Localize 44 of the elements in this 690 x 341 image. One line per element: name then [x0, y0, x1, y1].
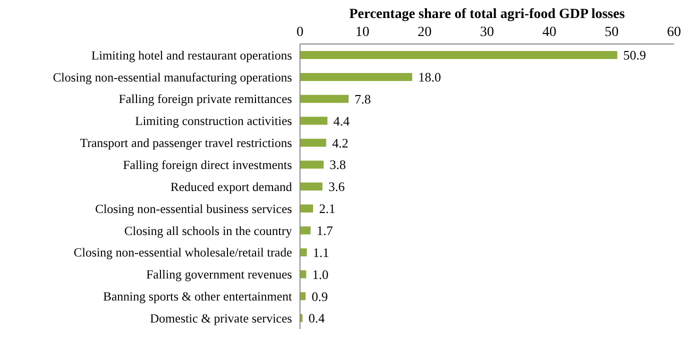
data-label: 3.8 [330, 157, 346, 172]
bar [300, 160, 324, 169]
y-tick-label: Reduced export demand [170, 180, 293, 194]
bar [300, 116, 328, 125]
y-tick-label: Closing non-essential business services [95, 202, 292, 216]
data-label: 0.4 [308, 310, 326, 326]
data-label: 1.7 [316, 223, 334, 238]
data-label: 4.2 [332, 135, 348, 150]
x-tick-label: 40 [542, 25, 556, 40]
y-tick-label: Falling government revenues [146, 268, 292, 282]
data-label: 7.8 [354, 91, 371, 106]
data-label: 0.9 [312, 288, 328, 304]
x-tick-label: 10 [355, 25, 370, 40]
bar [300, 226, 311, 234]
x-axis-title: Percentage share of total agri-food GDP losses [349, 6, 626, 22]
data-label: 3.6 [328, 179, 346, 194]
y-tick-label: Banning sports & other entertainment [103, 290, 293, 304]
y-tick-label: Limiting hotel and restaurant operations [91, 48, 292, 62]
y-tick-label: Limiting construction activities [135, 114, 292, 128]
y-tick-label: Closing non-essential wholesale/retail trade [74, 246, 292, 260]
data-label: 2.1 [319, 201, 336, 216]
y-tick-label: Transport and passenger travel restrictions [80, 136, 292, 150]
bar [300, 94, 349, 103]
data-label: 18.0 [418, 70, 441, 85]
y-tick-label: Domestic & private services [150, 311, 292, 326]
x-tick-label: 20 [418, 25, 432, 40]
y-tick-label: Closing non-essential manufacturing operations [52, 70, 292, 84]
bar [300, 248, 307, 256]
x-tick-label: 30 [480, 25, 494, 40]
bar [300, 51, 618, 60]
bar [300, 204, 314, 212]
x-tick-label: 50 [604, 25, 619, 40]
bar [300, 72, 412, 81]
bar [300, 138, 326, 147]
data-label: 1.0 [312, 266, 328, 282]
bar [300, 182, 322, 191]
data-label: 1.1 [312, 244, 330, 260]
y-tick-label: Falling foreign private remittances [118, 92, 292, 106]
x-tick-label: 60 [667, 25, 681, 40]
data-label: 50.9 [623, 48, 646, 63]
x-tick-label: 0 [296, 25, 304, 40]
y-tick-label: Falling foreign direct investments [122, 158, 292, 172]
data-label: 4.4 [333, 113, 350, 128]
y-tick-label: Closing all schools in the country [124, 224, 293, 238]
